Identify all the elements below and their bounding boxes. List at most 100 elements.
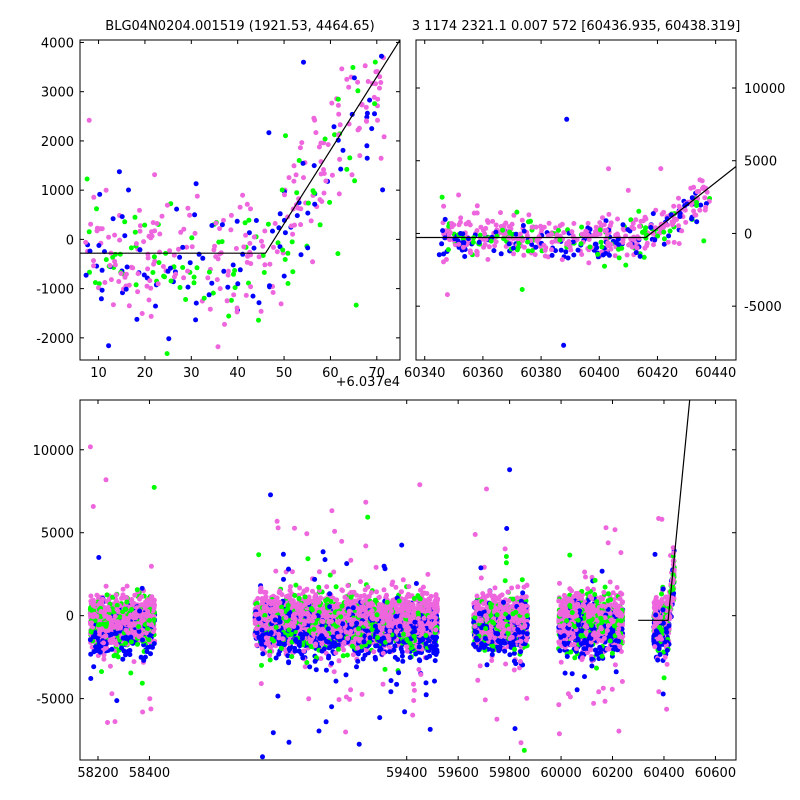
data-point — [100, 596, 106, 602]
data-point — [226, 313, 232, 319]
data-point — [123, 640, 128, 646]
data-point — [394, 681, 400, 687]
data-point — [486, 244, 492, 250]
data-point — [94, 592, 100, 598]
data-point — [114, 698, 120, 704]
data-point — [151, 629, 156, 635]
data-point — [343, 694, 349, 700]
data-point — [148, 563, 154, 569]
data-point — [189, 244, 195, 250]
data-point — [166, 336, 172, 342]
x-tick-label: 60 — [322, 366, 339, 381]
data-point — [135, 271, 141, 277]
data-point — [637, 223, 642, 229]
data-point — [364, 143, 370, 149]
data-point — [353, 302, 359, 308]
y-tick-label: 1000 — [41, 184, 74, 199]
data-point — [694, 219, 700, 225]
data-point — [606, 166, 611, 172]
data-point — [697, 207, 703, 213]
data-point — [139, 311, 145, 316]
bottom-panel: 58200 58400 59400 59600 59800 60000 60200 60400… — [33, 399, 737, 781]
data-point — [529, 248, 535, 254]
data-point — [456, 241, 462, 247]
data-point — [432, 678, 437, 684]
data-point — [541, 242, 547, 248]
data-point — [478, 224, 484, 230]
data-point — [145, 609, 151, 614]
data-point — [209, 280, 215, 286]
data-point — [693, 212, 699, 218]
data-point — [354, 592, 360, 598]
data-point — [423, 692, 429, 698]
data-point — [232, 285, 238, 291]
data-point — [87, 248, 93, 254]
data-point — [148, 706, 154, 712]
data-point — [132, 214, 138, 220]
data-point — [700, 185, 706, 191]
data-point — [529, 242, 535, 247]
data-point — [416, 657, 422, 663]
data-point — [242, 220, 248, 226]
data-point — [99, 287, 105, 293]
data-point — [126, 187, 131, 193]
data-point — [474, 210, 480, 216]
data-point — [94, 206, 99, 212]
data-point — [325, 142, 331, 148]
data-point — [440, 228, 446, 234]
data-point — [379, 602, 385, 608]
data-point — [122, 233, 128, 239]
data-point — [615, 216, 620, 222]
data-point — [322, 136, 328, 142]
data-point — [399, 653, 405, 659]
data-point — [355, 88, 361, 94]
data-point — [247, 240, 253, 246]
data-point — [141, 239, 147, 245]
data-point — [620, 240, 626, 245]
data-point — [141, 657, 147, 663]
data-point — [270, 290, 276, 295]
data-point — [101, 652, 107, 658]
data-point — [235, 281, 241, 287]
data-point — [565, 255, 571, 261]
data-point — [92, 280, 98, 286]
data-point — [151, 605, 157, 610]
data-point — [128, 670, 134, 676]
data-point — [396, 670, 402, 676]
data-point — [286, 739, 292, 745]
data-point — [304, 531, 310, 537]
data-point — [89, 620, 94, 626]
data-point — [313, 130, 319, 136]
data-point — [291, 163, 297, 169]
data-point — [333, 584, 339, 590]
data-point — [625, 187, 631, 193]
data-point — [140, 637, 145, 643]
data-point — [482, 231, 488, 237]
data-point — [344, 76, 350, 82]
data-point — [237, 267, 243, 273]
data-point — [658, 166, 664, 172]
data-point — [210, 290, 216, 296]
data-point — [103, 633, 109, 639]
data-point — [373, 564, 379, 570]
data-point — [559, 221, 565, 227]
data-point — [517, 231, 523, 237]
data-point — [423, 680, 429, 686]
data-point — [139, 618, 145, 624]
data-point — [311, 190, 317, 196]
data-point — [286, 175, 292, 181]
data-point — [123, 286, 129, 292]
data-point — [103, 257, 109, 263]
data-point — [323, 667, 329, 673]
data-point — [109, 622, 115, 628]
data-point — [627, 241, 633, 247]
data-point — [661, 241, 667, 247]
data-point — [84, 176, 90, 182]
data-point — [372, 101, 378, 107]
data-point — [261, 270, 267, 275]
data-point — [191, 280, 197, 286]
data-point — [447, 230, 453, 235]
data-point — [549, 231, 555, 237]
data-point — [94, 613, 100, 619]
data-point — [228, 227, 234, 233]
